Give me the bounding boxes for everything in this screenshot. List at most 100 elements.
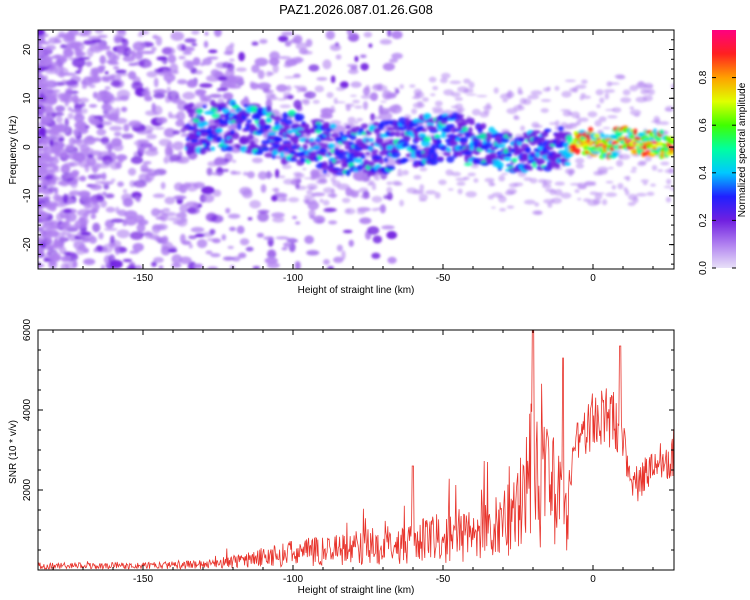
spectrogram-noise-cell	[301, 50, 313, 55]
spectrogram-noise-cell	[363, 31, 373, 38]
spectrogram-noise-cell	[387, 106, 397, 112]
spectrogram-noise-cell	[123, 123, 130, 132]
spectrogram-ridge-cell	[506, 132, 513, 138]
spectrogram-noise-cell	[193, 263, 203, 269]
spectrogram-noise-cell	[232, 256, 241, 262]
spectrogram-noise-cell	[382, 62, 395, 71]
spectrogram-noise-cell	[596, 104, 601, 109]
spectrogram-ridge-cell	[356, 147, 364, 151]
spectrogram-noise-cell	[365, 84, 370, 91]
spectrogram-noise-cell	[78, 56, 91, 60]
spectrogram-ridge-cell	[323, 121, 330, 128]
spectrogram-noise-cell	[359, 217, 372, 225]
spectrogram-noise-cell	[349, 94, 357, 97]
spectrogram-noise-cell	[209, 228, 216, 235]
spectrogram-noise-cell	[159, 212, 169, 222]
spectrogram-noise-cell	[207, 161, 218, 167]
spectrogram-ridge-cell	[420, 140, 431, 148]
spectrogram-ridge-cell	[467, 126, 473, 134]
spectrogram-noise-cell	[110, 75, 115, 82]
spectrogram-noise-cell	[432, 86, 439, 91]
spectrogram-noise-cell	[251, 41, 259, 46]
spectrogram-noise-cell	[211, 172, 225, 176]
spectrogram-noise-cell	[83, 201, 91, 210]
spectrogram-ridge-cell	[283, 123, 291, 131]
spectrogram-ridge-cell	[440, 133, 448, 139]
spectrogram-noise-cell	[422, 97, 429, 102]
spectrogram-noise-cell	[368, 180, 375, 185]
spectrogram-noise-cell	[239, 186, 252, 196]
spectrogram-noise-cell	[594, 120, 602, 127]
spectrogram-noise-cell	[54, 59, 64, 69]
spectrogram-ridge-cell	[477, 127, 483, 134]
spectrogram-noise-cell	[217, 76, 228, 81]
spectrogram-noise-cell	[501, 172, 509, 176]
spectrogram-ridge-cell	[414, 149, 424, 156]
spectrogram-noise-cell	[295, 56, 302, 64]
spectrogram-noise-cell	[352, 99, 360, 104]
spectrogram-noise-cell	[484, 177, 495, 183]
spectrogram-ridge-cell	[302, 143, 309, 151]
spectrogram-noise-cell	[144, 60, 153, 68]
spectrogram-noise-cell	[277, 35, 289, 42]
spectrogram-noise-cell	[38, 74, 45, 83]
snr-xlabel: Height of straight line (km)	[298, 585, 415, 596]
spectrogram-noise-cell	[188, 235, 197, 240]
spectrogram-noise-cell	[598, 116, 607, 123]
spectrogram-ridge-cell	[338, 149, 345, 153]
spectrogram-noise-cell	[119, 95, 129, 101]
spectrogram-noise-cell	[156, 56, 168, 61]
spectrogram-noise-cell	[85, 125, 90, 129]
spectrogram-noise-cell	[73, 128, 80, 136]
spectrogram-noise-cell	[546, 86, 551, 92]
spectrogram-noise-cell	[43, 258, 51, 262]
spectrogram-noise-cell	[358, 187, 369, 193]
spectrogram-noise-cell	[428, 76, 437, 83]
spectrogram-noise-cell	[465, 191, 477, 198]
spectrogram-noise-cell	[71, 169, 80, 177]
spectrogram-noise-cell	[456, 181, 466, 186]
spectrogram-noise-cell	[48, 260, 58, 269]
spectrogram-noise-cell	[190, 226, 205, 233]
spectrogram-noise-cell	[54, 35, 61, 44]
spectrogram-ridge-cell	[286, 129, 294, 134]
spectrogram-noise-cell	[578, 184, 587, 190]
spectrogram-noise-cell	[281, 31, 295, 36]
spectrogram-noise-cell	[229, 265, 235, 269]
spectrogram-noise-cell	[283, 242, 291, 248]
spectrogram-noise-cell	[196, 239, 208, 249]
spectrogram-noise-cell	[109, 235, 115, 245]
spectrogram-noise-cell	[457, 188, 463, 195]
spectrogram-ridge-cell	[190, 138, 199, 144]
spectrogram-noise-cell	[44, 80, 58, 89]
spectrogram-noise-cell	[476, 94, 488, 98]
spectrogram-ridge-cell	[244, 112, 251, 116]
x-tick-label: 0	[590, 574, 596, 585]
spectrogram-noise-cell	[333, 97, 338, 105]
spectrogram-ridge-cell	[333, 156, 340, 160]
spectrogram-noise-cell	[306, 183, 318, 191]
spectrogram-noise-cell	[209, 93, 223, 99]
spectrogram-noise-cell	[133, 140, 143, 146]
spectrogram-noise-cell	[434, 192, 441, 199]
spectrogram-noise-cell	[359, 54, 367, 58]
y-tick-label: -20	[22, 237, 33, 252]
spectrogram-noise-cell	[312, 99, 320, 104]
spectrogram-ridge-cell	[266, 117, 272, 122]
spectrogram-noise-cell	[354, 121, 359, 125]
spectrogram-noise-cell	[45, 56, 53, 61]
spectrogram-noise-cell	[85, 60, 93, 67]
spectrogram-ridge-cell	[291, 136, 300, 143]
spectrogram-noise-cell	[581, 79, 588, 85]
spectrogram-ridge-cell	[247, 134, 254, 140]
x-tick-label: -150	[133, 273, 153, 284]
x-tick-label: 0	[590, 273, 596, 284]
spectrogram-ridge-cell	[372, 121, 380, 127]
spectrogram-noise-cell	[90, 67, 103, 74]
spectrogram-noise-cell	[449, 80, 462, 85]
spectrogram-ridge-cell	[272, 149, 279, 156]
spectrogram-noise-cell	[124, 216, 138, 226]
spectrogram-noise-cell	[418, 193, 428, 201]
spectrogram-noise-cell	[281, 247, 288, 251]
spectrogram-ridge-cell	[212, 125, 217, 130]
